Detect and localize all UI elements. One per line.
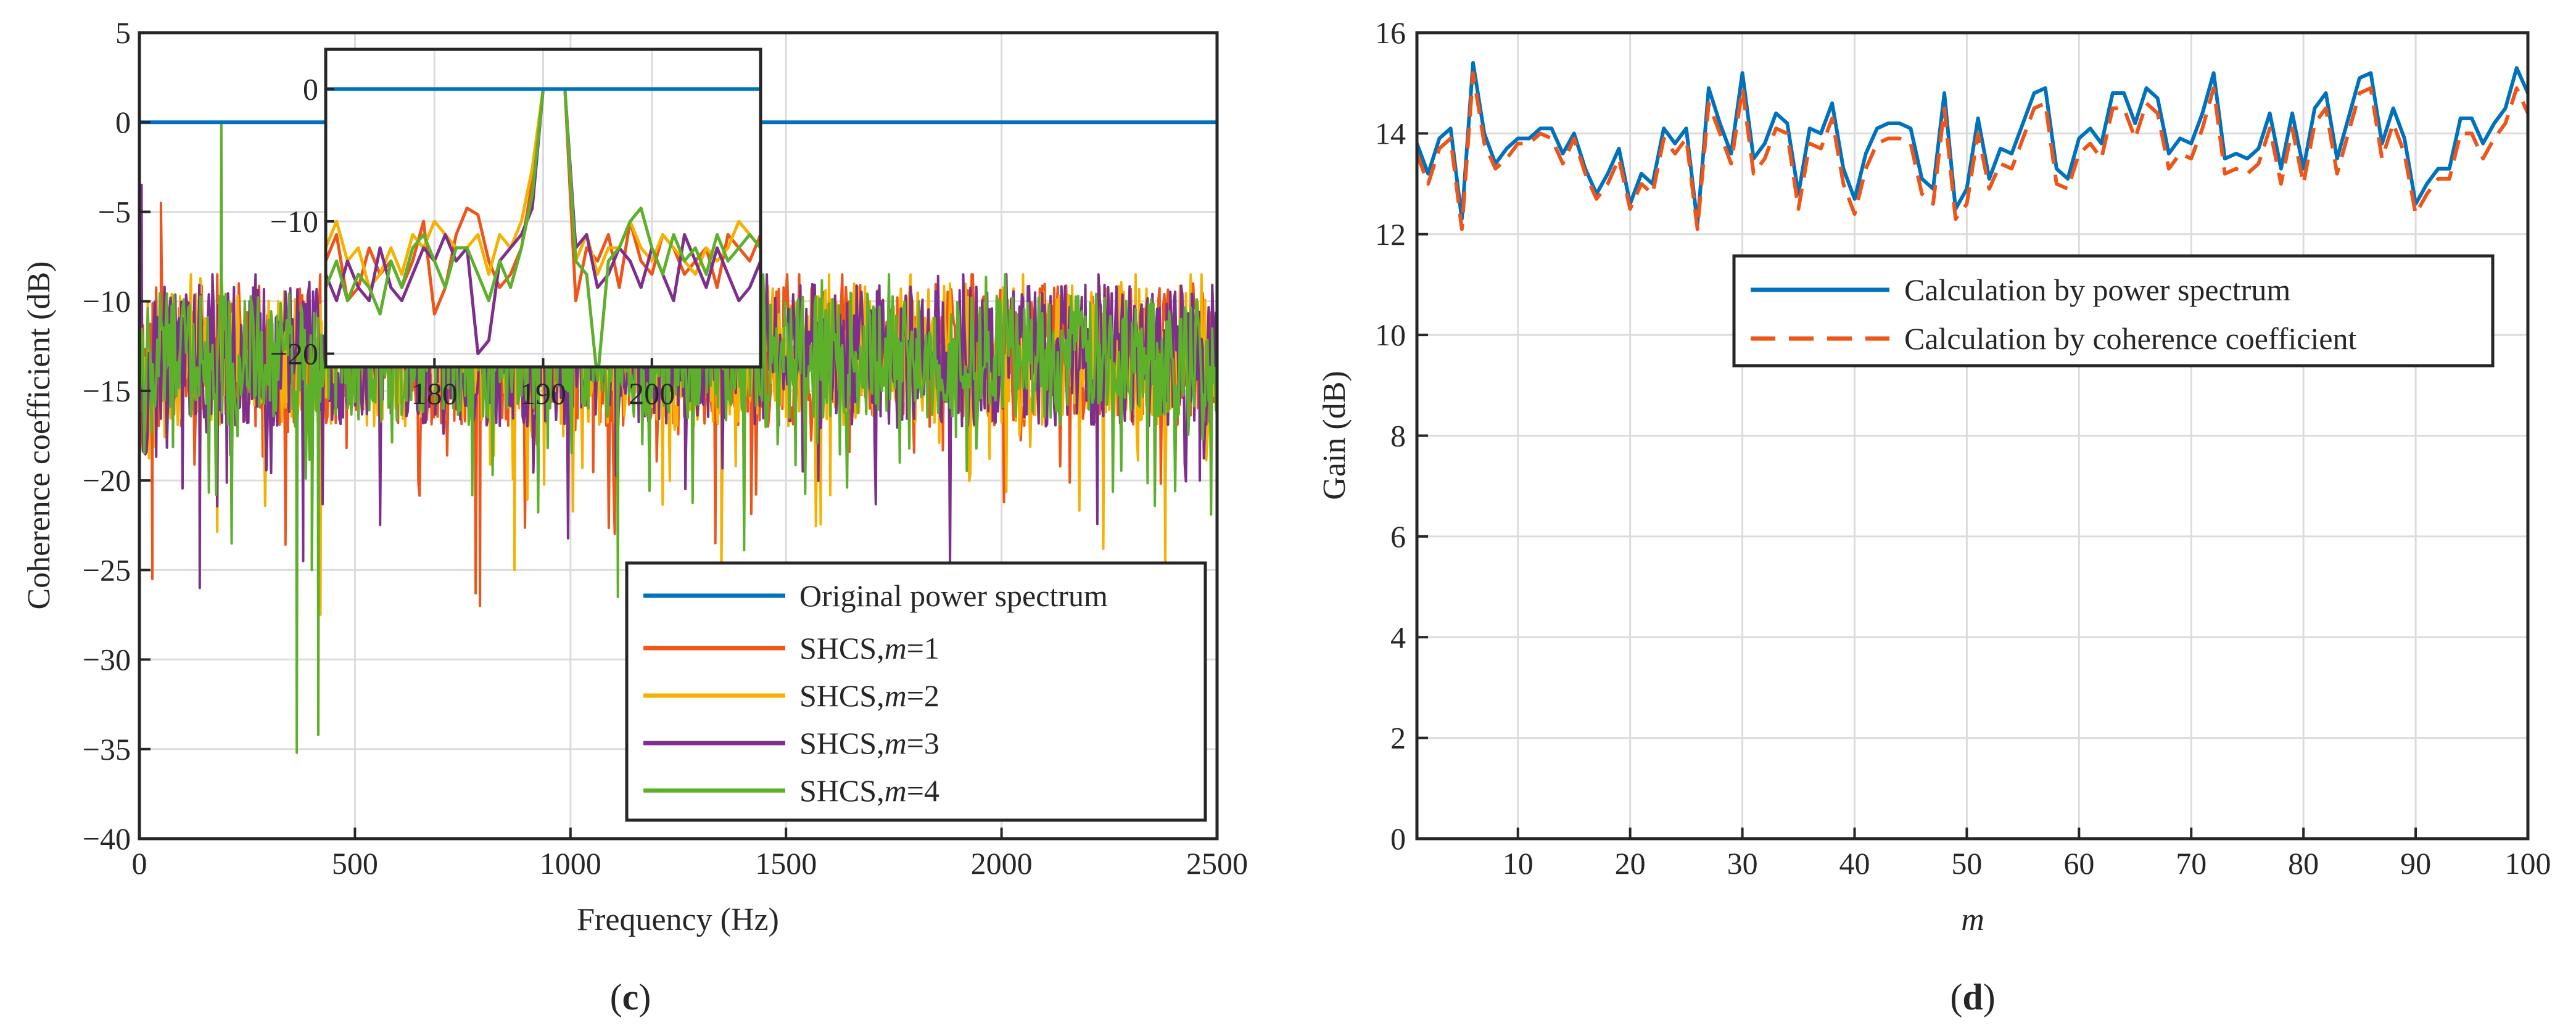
x-ticks-c: 0 500 1000 1500 2000 2500 — [132, 828, 1248, 881]
y-tick-label: 4 — [1390, 620, 1406, 654]
x-tick-label: 80 — [2288, 846, 2319, 881]
series-group-d — [1415, 61, 2530, 231]
x-tick-label: 30 — [1727, 846, 1758, 881]
inset-chart: 180 190 200 0 −10 −20 — [270, 47, 762, 411]
y-tick-label: −20 — [83, 463, 131, 498]
x-tick-label: 0 — [132, 846, 147, 881]
legend-label-m1-var: m — [885, 631, 907, 665]
x-tick-label: 1000 — [540, 846, 601, 881]
legend-box-d — [1732, 254, 2495, 368]
x-tick-label: 60 — [2063, 846, 2094, 881]
inset-x-tick-label: 190 — [520, 376, 566, 411]
y-axis-label-c: Coherence coefficient (dB) — [22, 261, 57, 610]
y-tick-label: −30 — [83, 643, 131, 677]
chart-panel-d: 10 20 30 40 50 60 70 80 90 100 0 2 4 6 8 10 12 14 16 m Ga… — [1317, 15, 2551, 1018]
legend-label-m4-var: m — [885, 773, 907, 808]
y-tick-label: −25 — [83, 553, 131, 587]
y-tick-label: 8 — [1390, 419, 1406, 453]
legend-label-m1: SHCS,m=1 — [799, 631, 939, 665]
y-axis-label-d: Gain (dB) — [1317, 371, 1352, 500]
series-line-4 — [138, 121, 1218, 754]
legend-box-c — [625, 561, 1207, 822]
legend-label-m4: SHCS,m=4 — [799, 773, 939, 808]
x-tick-label: 2500 — [1186, 846, 1248, 881]
x-tick-label: 70 — [2176, 846, 2207, 881]
legend-label-m3-prefix: SHCS, — [799, 726, 885, 760]
y-tick-label: 5 — [115, 15, 131, 50]
y-tick-label: −40 — [83, 821, 131, 856]
chart-panel-c: 0 500 1000 1500 2000 2500 50−5−10−15−20−25−30… — [22, 15, 1248, 1018]
caption-c-letter: c — [622, 977, 639, 1018]
inset-y-tick-label: −20 — [270, 337, 318, 371]
x-ticks-d: 10 20 30 40 50 60 70 80 90 100 — [1503, 828, 2551, 881]
legend-label-m2: SHCS,m=2 — [799, 678, 939, 713]
y-tick-label: −15 — [83, 374, 131, 408]
x-tick-label: 40 — [1839, 846, 1870, 881]
legend-label-m4-prefix: SHCS, — [799, 773, 885, 808]
series-line-coherence — [1415, 71, 2530, 231]
series-line-power-spectrum — [1415, 61, 2530, 226]
legend-label-m1-prefix: SHCS, — [799, 631, 885, 665]
legend-label-m2-var: m — [885, 678, 907, 713]
legend-label-m3-var: m — [885, 726, 907, 760]
y-tick-label: 0 — [1390, 821, 1406, 856]
axes-frame-c — [138, 31, 1219, 841]
legend-c: Original power spectrum SHCS,m=1 SHCS,m=… — [625, 561, 1207, 822]
y-tick-label: −10 — [83, 284, 131, 319]
x-tick-label: 100 — [2505, 846, 2551, 881]
y-tick-label: 14 — [1375, 116, 1406, 150]
legend-label-m3-suffix: =3 — [907, 726, 939, 760]
caption-d-letter: d — [1962, 977, 1983, 1018]
x-axis-label-c: Frequency (Hz) — [577, 902, 779, 937]
legend-label-power: Calculation by power spectrum — [1904, 273, 2290, 307]
inset-x-ticks: 180 190 200 — [411, 358, 675, 411]
legend-label-original: Original power spectrum — [799, 578, 1108, 613]
inset-x-tick-label: 200 — [629, 376, 675, 411]
inset-y-tick-label: 0 — [303, 72, 318, 106]
y-tick-label: 2 — [1390, 721, 1406, 755]
y-tick-label: −5 — [98, 194, 131, 229]
x-tick-label: 2000 — [971, 846, 1033, 881]
legend-label-m3: SHCS,m=3 — [799, 726, 939, 760]
y-tick-label: 16 — [1375, 15, 1406, 50]
y-tick-label: 0 — [115, 105, 131, 139]
y-ticks-c: 5 0 −5 −10 −15 −20 −25 −30 −35 −40 — [83, 15, 151, 856]
legend-label-m2-suffix: =2 — [907, 678, 939, 713]
x-tick-label: 10 — [1503, 846, 1534, 881]
caption-d: (d) — [1950, 977, 1995, 1018]
x-tick-label: 500 — [332, 846, 378, 881]
x-tick-label: 20 — [1615, 846, 1646, 881]
x-tick-label: 1500 — [755, 846, 817, 881]
legend-label-coherence: Calculation by coherence coefficient — [1904, 321, 2357, 356]
x-tick-label: 90 — [2400, 846, 2431, 881]
legend-label-m2-prefix: SHCS, — [799, 678, 885, 713]
y-tick-label: 12 — [1375, 217, 1406, 252]
inset-y-tick-label: −10 — [270, 204, 318, 239]
y-tick-label: 10 — [1375, 318, 1406, 352]
x-axis-label-d: m — [1961, 902, 1984, 937]
x-tick-label: 50 — [1951, 846, 1982, 881]
legend-label-m4-suffix: =4 — [907, 773, 939, 808]
legend-label-m1-suffix: =1 — [907, 631, 939, 665]
inset-series-group — [324, 87, 762, 382]
inset-y-ticks: 0 −10 −20 — [270, 72, 334, 371]
caption-c: (c) — [610, 977, 651, 1018]
inset-x-tick-label: 180 — [411, 376, 458, 411]
legend-d: Calculation by power spectrum Calculatio… — [1732, 254, 2495, 368]
y-tick-label: −35 — [83, 732, 131, 767]
y-ticks-d: 0 2 4 6 8 10 12 14 16 — [1375, 15, 1428, 856]
y-tick-label: 6 — [1390, 519, 1406, 554]
